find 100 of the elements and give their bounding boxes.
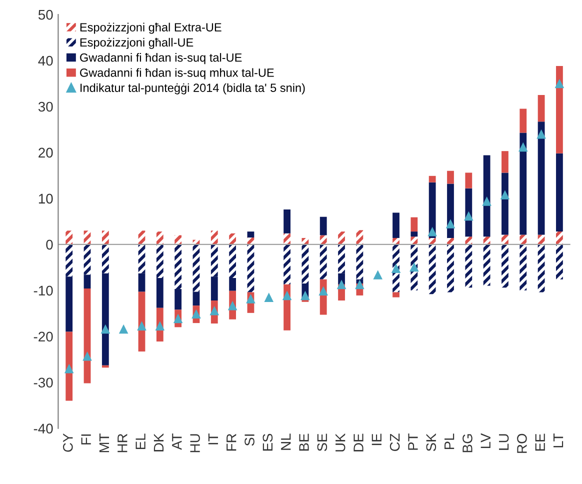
point — [482, 196, 492, 206]
bar — [210, 230, 218, 244]
bar — [84, 230, 91, 244]
bar — [483, 244, 490, 286]
bar — [229, 244, 236, 278]
x-tick-label: RO — [517, 434, 527, 453]
bar — [156, 278, 164, 308]
bar — [428, 244, 436, 294]
bar — [156, 244, 164, 278]
bar — [302, 244, 309, 284]
bar — [192, 244, 200, 292]
point — [82, 351, 92, 361]
point — [264, 292, 274, 302]
bar — [66, 276, 73, 332]
bar — [284, 209, 290, 234]
x-tick-label: IT — [208, 434, 218, 444]
legend-label: Espożizzjoni għall-UE — [80, 38, 194, 49]
point — [446, 219, 456, 228]
x-tick-label: BE — [299, 434, 309, 451]
bar — [447, 238, 454, 244]
x-tick-label: PT — [408, 434, 418, 450]
bar — [174, 244, 182, 290]
bar — [210, 244, 218, 277]
bar — [284, 244, 290, 284]
bar — [138, 273, 146, 292]
bar — [465, 236, 472, 244]
bar — [556, 153, 563, 232]
bar — [520, 108, 527, 133]
bar — [520, 132, 527, 235]
point — [464, 211, 474, 221]
bar — [210, 276, 218, 301]
y-tick-label: -10 — [34, 286, 53, 296]
bar — [410, 217, 418, 232]
point — [137, 321, 146, 330]
bar — [156, 232, 164, 244]
bar — [556, 244, 563, 280]
bar — [392, 292, 400, 298]
bar — [356, 230, 364, 244]
bar — [556, 232, 563, 244]
x-tick-label: PL — [444, 434, 454, 450]
x-tick-label: UK — [336, 433, 346, 452]
point — [318, 286, 328, 296]
x-tick-label: HU — [190, 434, 200, 452]
bar — [229, 278, 236, 291]
y-tick-label: 20 — [38, 148, 53, 158]
bar — [66, 244, 73, 277]
x-tick-label: AT — [172, 434, 182, 450]
bar — [84, 274, 91, 289]
point — [355, 280, 364, 290]
x-tick-label: EL — [136, 434, 146, 450]
bar — [465, 244, 472, 288]
point — [173, 314, 183, 324]
bar — [138, 244, 146, 274]
point — [336, 280, 346, 290]
point — [64, 364, 74, 374]
point — [300, 290, 310, 300]
x-tick-label: LV — [480, 433, 490, 448]
point — [282, 290, 292, 300]
x-tick-label: LU — [499, 434, 509, 450]
bar — [483, 155, 490, 237]
bar — [410, 232, 418, 237]
point — [391, 264, 401, 273]
bar — [502, 234, 508, 244]
legend-label: Gwadanni fi ħdan is-suq tal-UE — [80, 53, 242, 64]
x-tick-label: DK — [154, 433, 164, 452]
bar — [502, 244, 508, 288]
bar — [102, 230, 109, 244]
point — [100, 324, 110, 334]
x-tick-label: BG — [462, 434, 472, 452]
bar — [338, 232, 345, 244]
x-tick-label: MT — [99, 434, 110, 452]
bar — [338, 244, 345, 274]
x-tick-label: FR — [226, 434, 236, 451]
bar — [247, 232, 254, 238]
point — [518, 142, 528, 152]
legend-label: Indikatur tal-punteġġi 2014 (bidla ta' 5 snin) — [80, 83, 305, 94]
bar — [538, 234, 545, 244]
bar — [538, 122, 545, 235]
bar — [447, 170, 454, 184]
point — [428, 226, 437, 236]
point — [192, 309, 201, 319]
bar — [465, 172, 472, 188]
bar — [520, 244, 527, 290]
x-tick-label: EE — [535, 434, 545, 451]
bar — [229, 233, 236, 244]
bar — [392, 212, 400, 238]
bar — [66, 332, 73, 401]
legend-label: Espożizzjoni għal Extra-UE — [80, 22, 222, 34]
bar — [428, 238, 436, 244]
legend-label: Gwadanni fi ħdan is-suq mhux tal-UE — [80, 68, 274, 80]
y-tick-label: 30 — [38, 102, 53, 112]
bar — [356, 244, 364, 280]
bar — [502, 172, 508, 235]
point — [228, 300, 238, 310]
x-tick-label: FI — [81, 434, 91, 444]
bar — [84, 244, 91, 275]
bar — [102, 244, 109, 274]
bar — [320, 216, 327, 236]
point — [410, 262, 419, 272]
x-tick-label: SI — [244, 434, 254, 446]
